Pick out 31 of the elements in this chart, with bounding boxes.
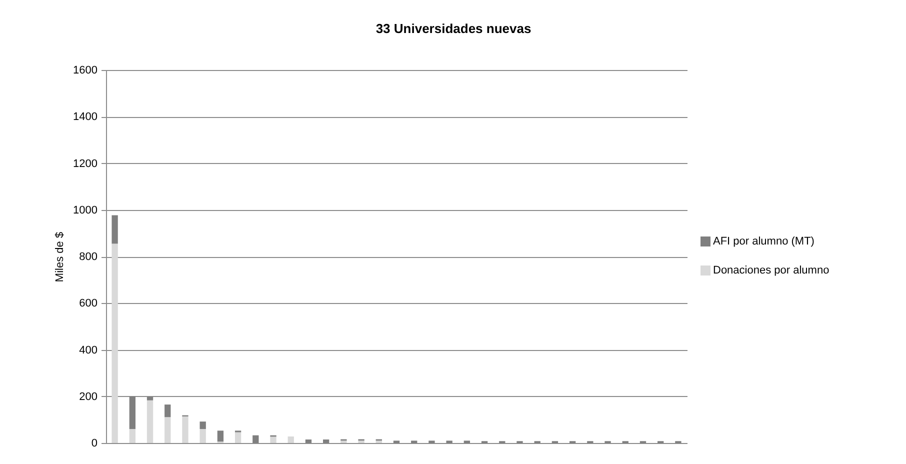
bar <box>112 244 118 443</box>
bar <box>270 436 276 443</box>
bar <box>305 440 312 443</box>
y-tick-label: 1200 <box>73 158 98 170</box>
bar <box>164 417 171 443</box>
y-axis-title: Miles de $ <box>54 232 66 282</box>
bar <box>146 400 154 443</box>
y-tick-label: 200 <box>79 390 98 403</box>
y-tick-label: 800 <box>79 251 98 263</box>
bar <box>129 396 136 430</box>
y-tick-label: 1400 <box>73 111 98 124</box>
bar <box>112 215 118 244</box>
legend-label: Donaciones por alumno <box>713 264 830 276</box>
bar <box>288 436 294 443</box>
bar <box>252 435 259 443</box>
bar <box>164 404 171 418</box>
bar <box>129 429 136 443</box>
bar <box>217 430 224 442</box>
bar <box>200 422 206 430</box>
y-tick-label: 1000 <box>73 204 98 216</box>
y-tick-label: 1600 <box>73 64 98 76</box>
legend-label: AFI por alumno (MT) <box>713 235 814 248</box>
bar <box>322 440 330 443</box>
bar <box>146 396 154 400</box>
bar <box>200 429 206 443</box>
y-tick-label: 0 <box>91 438 98 450</box>
y-tick-label: 600 <box>79 298 98 310</box>
bar <box>234 432 242 443</box>
y-tick-label: 400 <box>79 344 98 356</box>
bar <box>182 416 188 443</box>
chart-title: 33 Universidades nuevas <box>376 21 532 36</box>
